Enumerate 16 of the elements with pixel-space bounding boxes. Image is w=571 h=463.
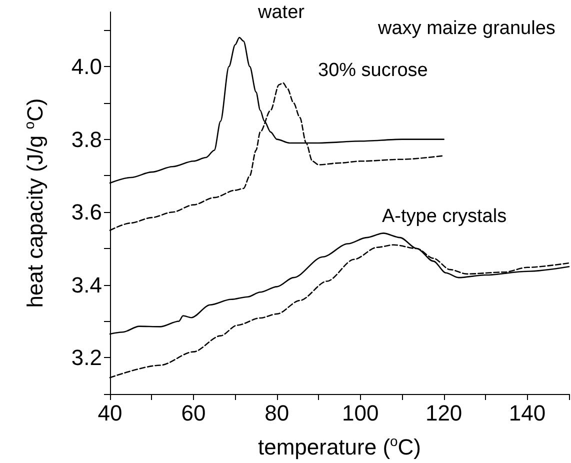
annotation: water <box>257 2 306 23</box>
annotation: waxy maize granules <box>377 18 556 39</box>
y-tick-label: 3.8 <box>71 126 102 152</box>
x-tick-label: 100 <box>342 400 379 426</box>
y-tick-label: 3.4 <box>71 272 102 298</box>
y-axis-title: heat capacity (J/g oC) <box>21 98 48 308</box>
annotation: A-type crystals <box>382 206 507 227</box>
x-tick-label: 40 <box>98 400 122 426</box>
y-tick-label: 3.6 <box>71 200 102 225</box>
x-tick-label: 60 <box>181 400 206 426</box>
x-tick-label: 140 <box>508 400 546 426</box>
annotation: 30% sucrose <box>318 60 428 81</box>
y-tick-label: 3.2 <box>71 345 102 370</box>
y-tick-label: 4.0 <box>71 54 102 80</box>
x-tick-label: 120 <box>425 400 462 426</box>
x-tick-label: 80 <box>264 400 290 426</box>
